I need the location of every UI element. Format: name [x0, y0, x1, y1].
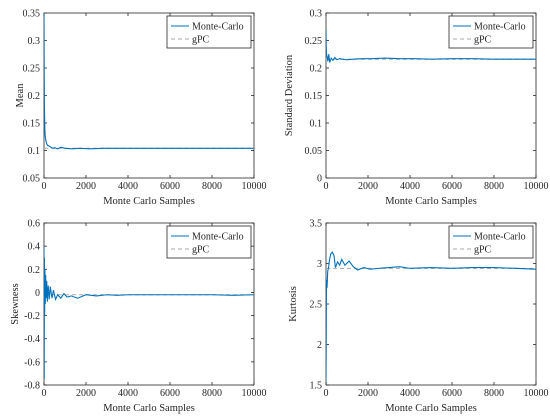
y-tick-label: 0.3	[310, 9, 323, 20]
y-tick-label: 0.3	[28, 36, 41, 47]
x-tick-label: 8000	[484, 388, 504, 399]
x-axis-label: Monte Carlo Samples	[385, 403, 477, 414]
y-tick-label: 1.5	[310, 381, 323, 392]
y-axis-label: Standard Deviation	[284, 54, 295, 136]
x-axis-label: Monte Carlo Samples	[103, 403, 195, 414]
x-tick-label: 2000	[358, 181, 378, 192]
y-tick-label: 0.2	[28, 265, 41, 276]
y-tick-label: 0	[317, 174, 322, 185]
legend-label-gpc: gPC	[474, 245, 492, 256]
y-tick-label: 2	[317, 340, 322, 351]
legend-box	[448, 15, 534, 49]
legend: Monte-Carlo gPC	[166, 225, 252, 259]
series-monte-carlo-line	[326, 29, 536, 63]
x-tick-label: 0	[324, 181, 329, 192]
legend-label-monte-carlo: Monte-Carlo	[474, 232, 526, 243]
legend: Monte-Carlo gPC	[166, 15, 252, 49]
x-tick-label: 4000	[400, 388, 420, 399]
x-tick-label: 6000	[160, 181, 180, 192]
y-tick-label: 0.35	[23, 9, 41, 20]
y-tick-label: 0.05	[305, 146, 323, 157]
x-tick-label: 6000	[442, 388, 462, 399]
y-tick-label: -0.2	[24, 311, 40, 322]
legend-label-gpc: gPC	[192, 245, 210, 256]
legend-label-gpc: gPC	[474, 35, 492, 46]
legend-label-monte-carlo: Monte-Carlo	[474, 22, 526, 33]
legend-label-monte-carlo: Monte-Carlo	[192, 22, 244, 33]
x-axis-label: Monte Carlo Samples	[103, 196, 195, 207]
x-tick-label: 2000	[76, 181, 96, 192]
x-tick-label: 10000	[524, 388, 549, 399]
x-tick-label: 2000	[76, 388, 96, 399]
series-monte-carlo-line	[44, 13, 254, 150]
x-tick-label: 2000	[358, 388, 378, 399]
y-axis-label: Mean	[15, 83, 26, 108]
y-axis-label: Kurtosis	[288, 286, 299, 322]
subplot-3: 0 2000 4000 6000 8000 10000 -0.8 -0.6 -0.4 -0.2 0 0…	[10, 219, 267, 415]
x-tick-label: 0	[42, 388, 47, 399]
x-tick-label: 6000	[442, 181, 462, 192]
x-tick-label: 4000	[118, 388, 138, 399]
legend-label-monte-carlo: Monte-Carlo	[192, 232, 244, 243]
y-tick-label: 2.5	[310, 300, 323, 311]
y-axis-label: Skewness	[10, 283, 21, 324]
y-tick-label: -0.6	[24, 357, 40, 368]
y-tick-label: 3.5	[310, 219, 323, 230]
legend: Monte-Carlo gPC	[448, 15, 534, 49]
y-tick-label: 0.1	[28, 146, 41, 157]
x-tick-label: 0	[324, 388, 329, 399]
y-tick-label: 0.05	[23, 174, 41, 185]
x-tick-label: 4000	[118, 181, 138, 192]
subplot-2: 0 2000 4000 6000 8000 10000 0 0.05 0.1 0.15 0.2 0.2…	[284, 9, 549, 208]
x-tick-label: 8000	[202, 388, 222, 399]
x-tick-label: 8000	[484, 181, 504, 192]
x-tick-label: 0	[42, 181, 47, 192]
x-tick-label: 4000	[400, 181, 420, 192]
y-tick-label: 0.4	[28, 242, 41, 253]
x-tick-label: 8000	[202, 181, 222, 192]
x-tick-label: 10000	[524, 181, 549, 192]
legend-box	[448, 225, 534, 259]
y-tick-label: 0.15	[305, 91, 323, 102]
y-tick-label: 0.2	[28, 91, 41, 102]
y-tick-label: 0.15	[23, 119, 41, 130]
y-tick-label: 0.25	[23, 64, 41, 75]
y-tick-label: 0.2	[310, 64, 323, 75]
subplot-4: 0 2000 4000 6000 8000 10000 1.5 2 2.5 3 3.5 Monte C…	[288, 219, 549, 415]
y-tick-label: 0.6	[28, 219, 41, 230]
x-tick-label: 10000	[242, 388, 267, 399]
legend: Monte-Carlo gPC	[448, 225, 534, 259]
y-tick-label: -0.8	[24, 381, 40, 392]
legend-label-gpc: gPC	[192, 35, 210, 46]
y-tick-label: 0	[35, 288, 40, 299]
subplot-1: 0 2000 4000 6000 8000 10000 0.05 0.1 0.15 0.2 0.25…	[15, 9, 267, 208]
x-tick-label: 10000	[242, 181, 267, 192]
y-tick-label: 0.1	[310, 119, 323, 130]
x-tick-label: 6000	[160, 388, 180, 399]
y-tick-label: 3	[317, 259, 322, 270]
x-axis-label: Monte Carlo Samples	[385, 196, 477, 207]
legend-box	[166, 15, 252, 49]
legend-box	[166, 225, 252, 259]
y-tick-label: 0.25	[305, 36, 323, 47]
y-tick-label: -0.4	[24, 334, 40, 345]
series-monte-carlo-line	[326, 251, 536, 381]
series-monte-carlo-line	[44, 246, 254, 380]
